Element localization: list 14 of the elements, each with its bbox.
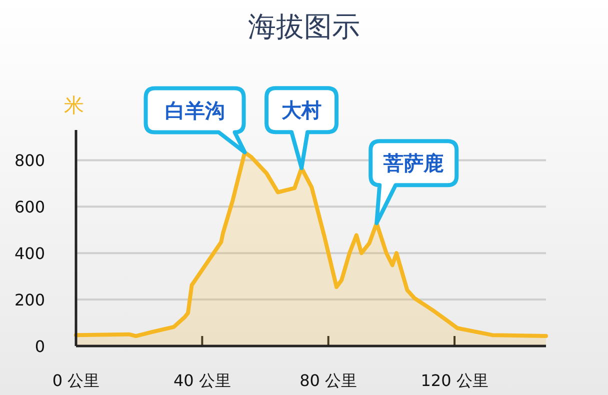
y-tick-label: 400 bbox=[14, 244, 45, 264]
y-tick-label: 200 bbox=[14, 290, 45, 310]
x-tick-label: 40 公里 bbox=[173, 371, 231, 390]
chart-title: 海拔图示 bbox=[248, 10, 360, 43]
annotation: 菩萨鹿 bbox=[382, 151, 444, 176]
x-tick-label: 80 公里 bbox=[300, 371, 358, 390]
x-tick-label: 0 公里 bbox=[52, 371, 100, 390]
y-axis-title: 米 bbox=[64, 93, 84, 117]
y-tick-label: 0 bbox=[34, 337, 45, 356]
annotation: 大村 bbox=[282, 98, 322, 122]
x-tick-label: 120 公里 bbox=[420, 371, 488, 390]
y-tick-label: 800 bbox=[14, 151, 45, 170]
annotation: 白羊沟 bbox=[164, 98, 225, 122]
y-tick-label: 600 bbox=[14, 198, 45, 217]
